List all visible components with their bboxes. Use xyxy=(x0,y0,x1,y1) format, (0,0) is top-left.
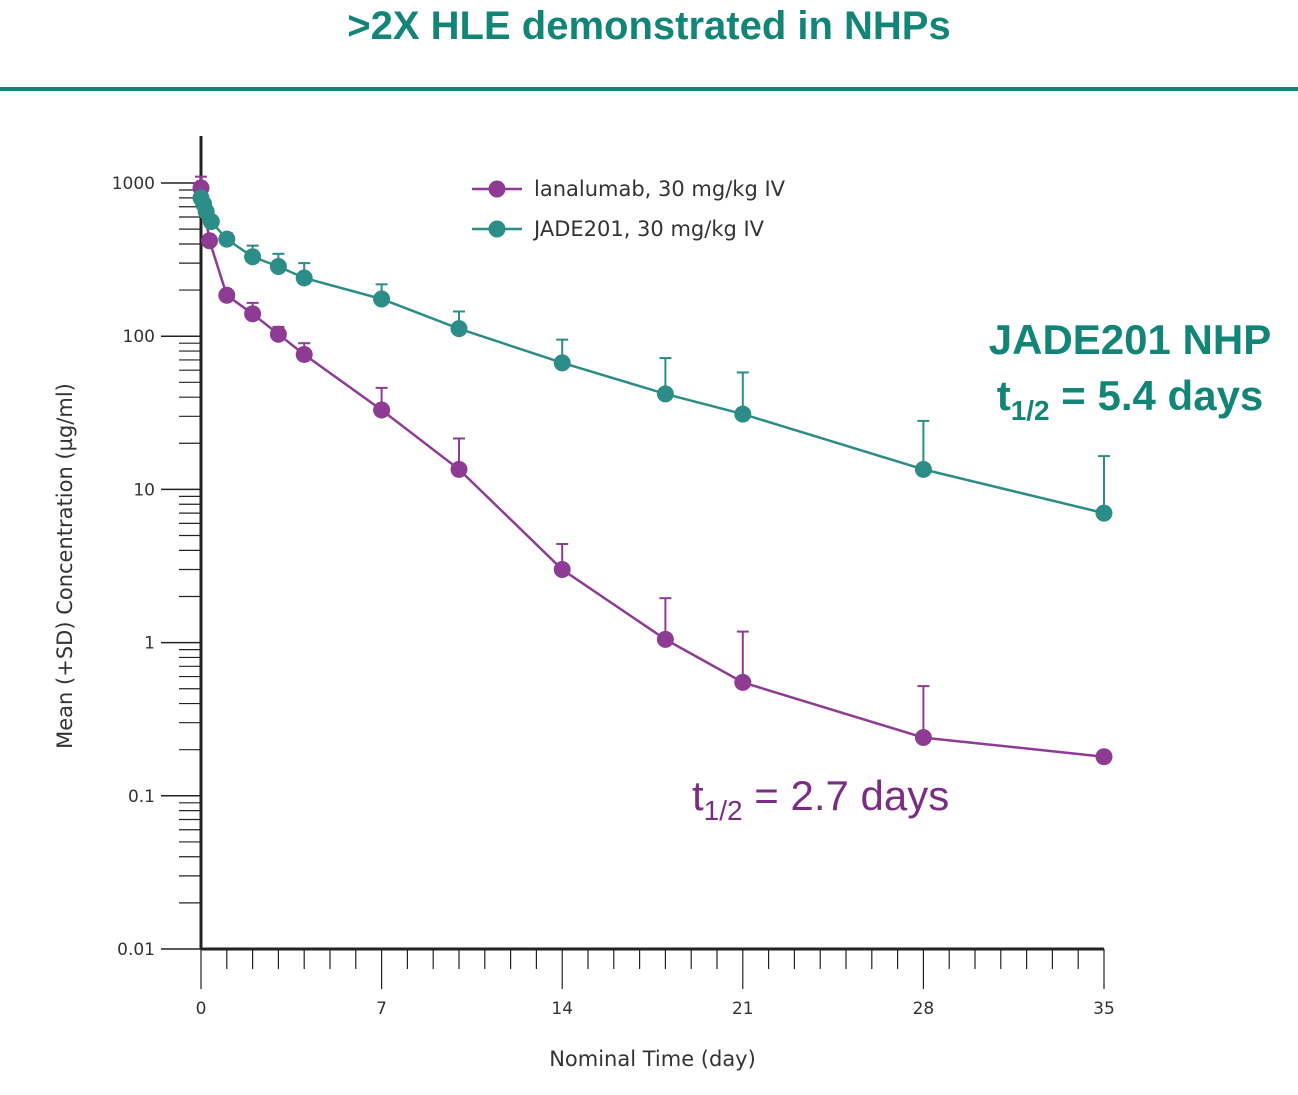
data-point xyxy=(244,248,262,266)
chart-series xyxy=(192,175,1113,766)
x-tick-label: 35 xyxy=(1093,999,1115,1019)
legend-marker-jade201 xyxy=(488,220,506,238)
data-point xyxy=(914,729,932,747)
data-point xyxy=(656,630,674,648)
data-point xyxy=(373,401,391,419)
x-tick-label: 7 xyxy=(376,999,387,1019)
legend-label-lanalumab: lanalumab, 30 mg/kg IV xyxy=(534,177,786,201)
series-line xyxy=(199,187,1105,758)
data-point xyxy=(914,460,932,478)
slide-title: >2X HLE demonstrated in NHPs xyxy=(347,4,951,48)
title-divider xyxy=(0,87,1298,91)
legend-label-jade201: JADE201, 30 mg/kg IV xyxy=(532,217,765,241)
data-point xyxy=(1095,748,1113,766)
data-point xyxy=(553,354,571,372)
data-point xyxy=(295,345,313,363)
jade201-half-life-value: t1/2 = 5.4 days xyxy=(997,372,1264,426)
jade201-half-life-title: JADE201 NHP xyxy=(989,316,1271,363)
data-point xyxy=(656,385,674,403)
x-tick-label: 0 xyxy=(196,999,207,1019)
y-tick-label: 10 xyxy=(133,480,155,500)
data-point xyxy=(373,290,391,308)
data-point xyxy=(202,213,220,231)
data-point xyxy=(269,258,287,276)
y-tick-label: 1 xyxy=(144,634,155,654)
y-tick-label: 0.1 xyxy=(128,787,155,807)
data-point xyxy=(553,561,571,579)
chart-axes xyxy=(199,136,1104,951)
data-point xyxy=(218,230,236,248)
data-point xyxy=(201,232,219,250)
data-point xyxy=(450,460,468,478)
data-point xyxy=(269,325,287,343)
y-tick-label: 100 xyxy=(123,327,155,347)
data-point xyxy=(734,405,752,423)
data-point xyxy=(295,269,313,287)
data-point xyxy=(244,305,262,323)
data-point xyxy=(1095,504,1113,522)
lanalumab-half-life-value: t1/2 = 2.7 days xyxy=(692,772,949,826)
x-axis-label: Nominal Time (day) xyxy=(549,1047,756,1071)
data-point xyxy=(450,320,468,338)
x-tick-label: 28 xyxy=(913,999,935,1019)
y-axis-label: Mean (+SD) Concentration (µg/ml) xyxy=(53,383,77,749)
chart-ticks: 0.01 0.1 1 10 100 1000 0 7 14 21 28 35 xyxy=(112,174,1115,1019)
y-tick-label: 1000 xyxy=(112,174,155,194)
legend-marker-lanalumab xyxy=(488,180,506,198)
x-tick-label: 21 xyxy=(732,999,754,1019)
x-tick-label: 14 xyxy=(551,999,573,1019)
series-line xyxy=(199,197,1105,515)
data-point xyxy=(218,286,236,304)
y-tick-label: 0.01 xyxy=(117,940,155,960)
chart-legend: lanalumab, 30 mg/kg IV JADE201, 30 mg/kg… xyxy=(472,177,786,241)
data-point xyxy=(734,673,752,691)
